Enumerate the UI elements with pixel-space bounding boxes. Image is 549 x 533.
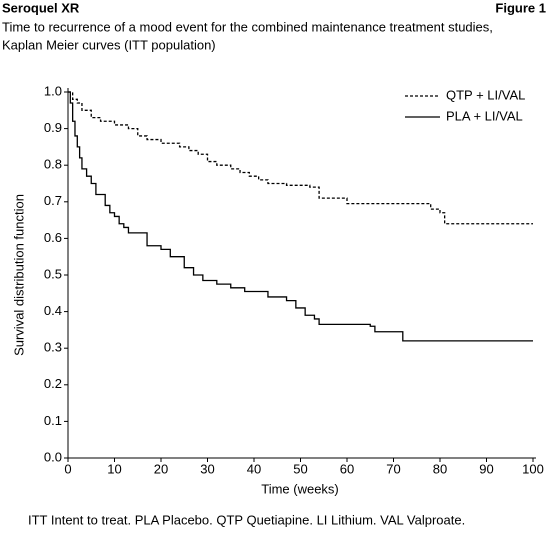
y-tick-label: 0.7 [44, 193, 62, 208]
x-tick-label: 70 [386, 461, 400, 476]
y-tick-label: 0.4 [44, 303, 62, 318]
y-tick-label: 0.0 [44, 449, 62, 464]
subtitle: Kaplan Meier curves (ITT population) [2, 37, 216, 52]
y-tick-label: 0.2 [44, 376, 62, 391]
y-axis-label: Survival distribution function [11, 194, 26, 356]
subtitle: Time to recurrence of a mood event for t… [2, 19, 493, 34]
legend-label: QTP + LI/VAL [446, 87, 525, 102]
x-tick-label: 50 [293, 461, 307, 476]
header-title: Seroquel XR [2, 0, 80, 15]
y-tick-label: 0.9 [44, 120, 62, 135]
y-tick-label: 1.0 [44, 83, 62, 98]
survival-curve [68, 91, 533, 225]
x-tick-label: 10 [107, 461, 121, 476]
y-tick-label: 0.8 [44, 157, 62, 172]
y-tick-label: 0.3 [44, 340, 62, 355]
y-tick-label: 0.1 [44, 413, 62, 428]
figure-label: Figure 1 [495, 0, 546, 15]
footnote: ITT Intent to treat. PLA Placebo. QTP Qu… [28, 512, 465, 527]
x-tick-label: 100 [522, 461, 544, 476]
x-tick-label: 80 [433, 461, 447, 476]
survival-curve [68, 91, 533, 342]
x-axis-label: Time (weeks) [261, 481, 339, 496]
x-tick-label: 0 [64, 461, 71, 476]
y-tick-label: 0.6 [44, 230, 62, 245]
x-tick-label: 20 [154, 461, 168, 476]
x-tick-label: 40 [247, 461, 261, 476]
x-tick-label: 90 [479, 461, 493, 476]
x-tick-label: 60 [340, 461, 354, 476]
x-tick-label: 30 [200, 461, 214, 476]
y-tick-label: 0.5 [44, 266, 62, 281]
legend-label: PLA + LI/VAL [446, 108, 523, 123]
